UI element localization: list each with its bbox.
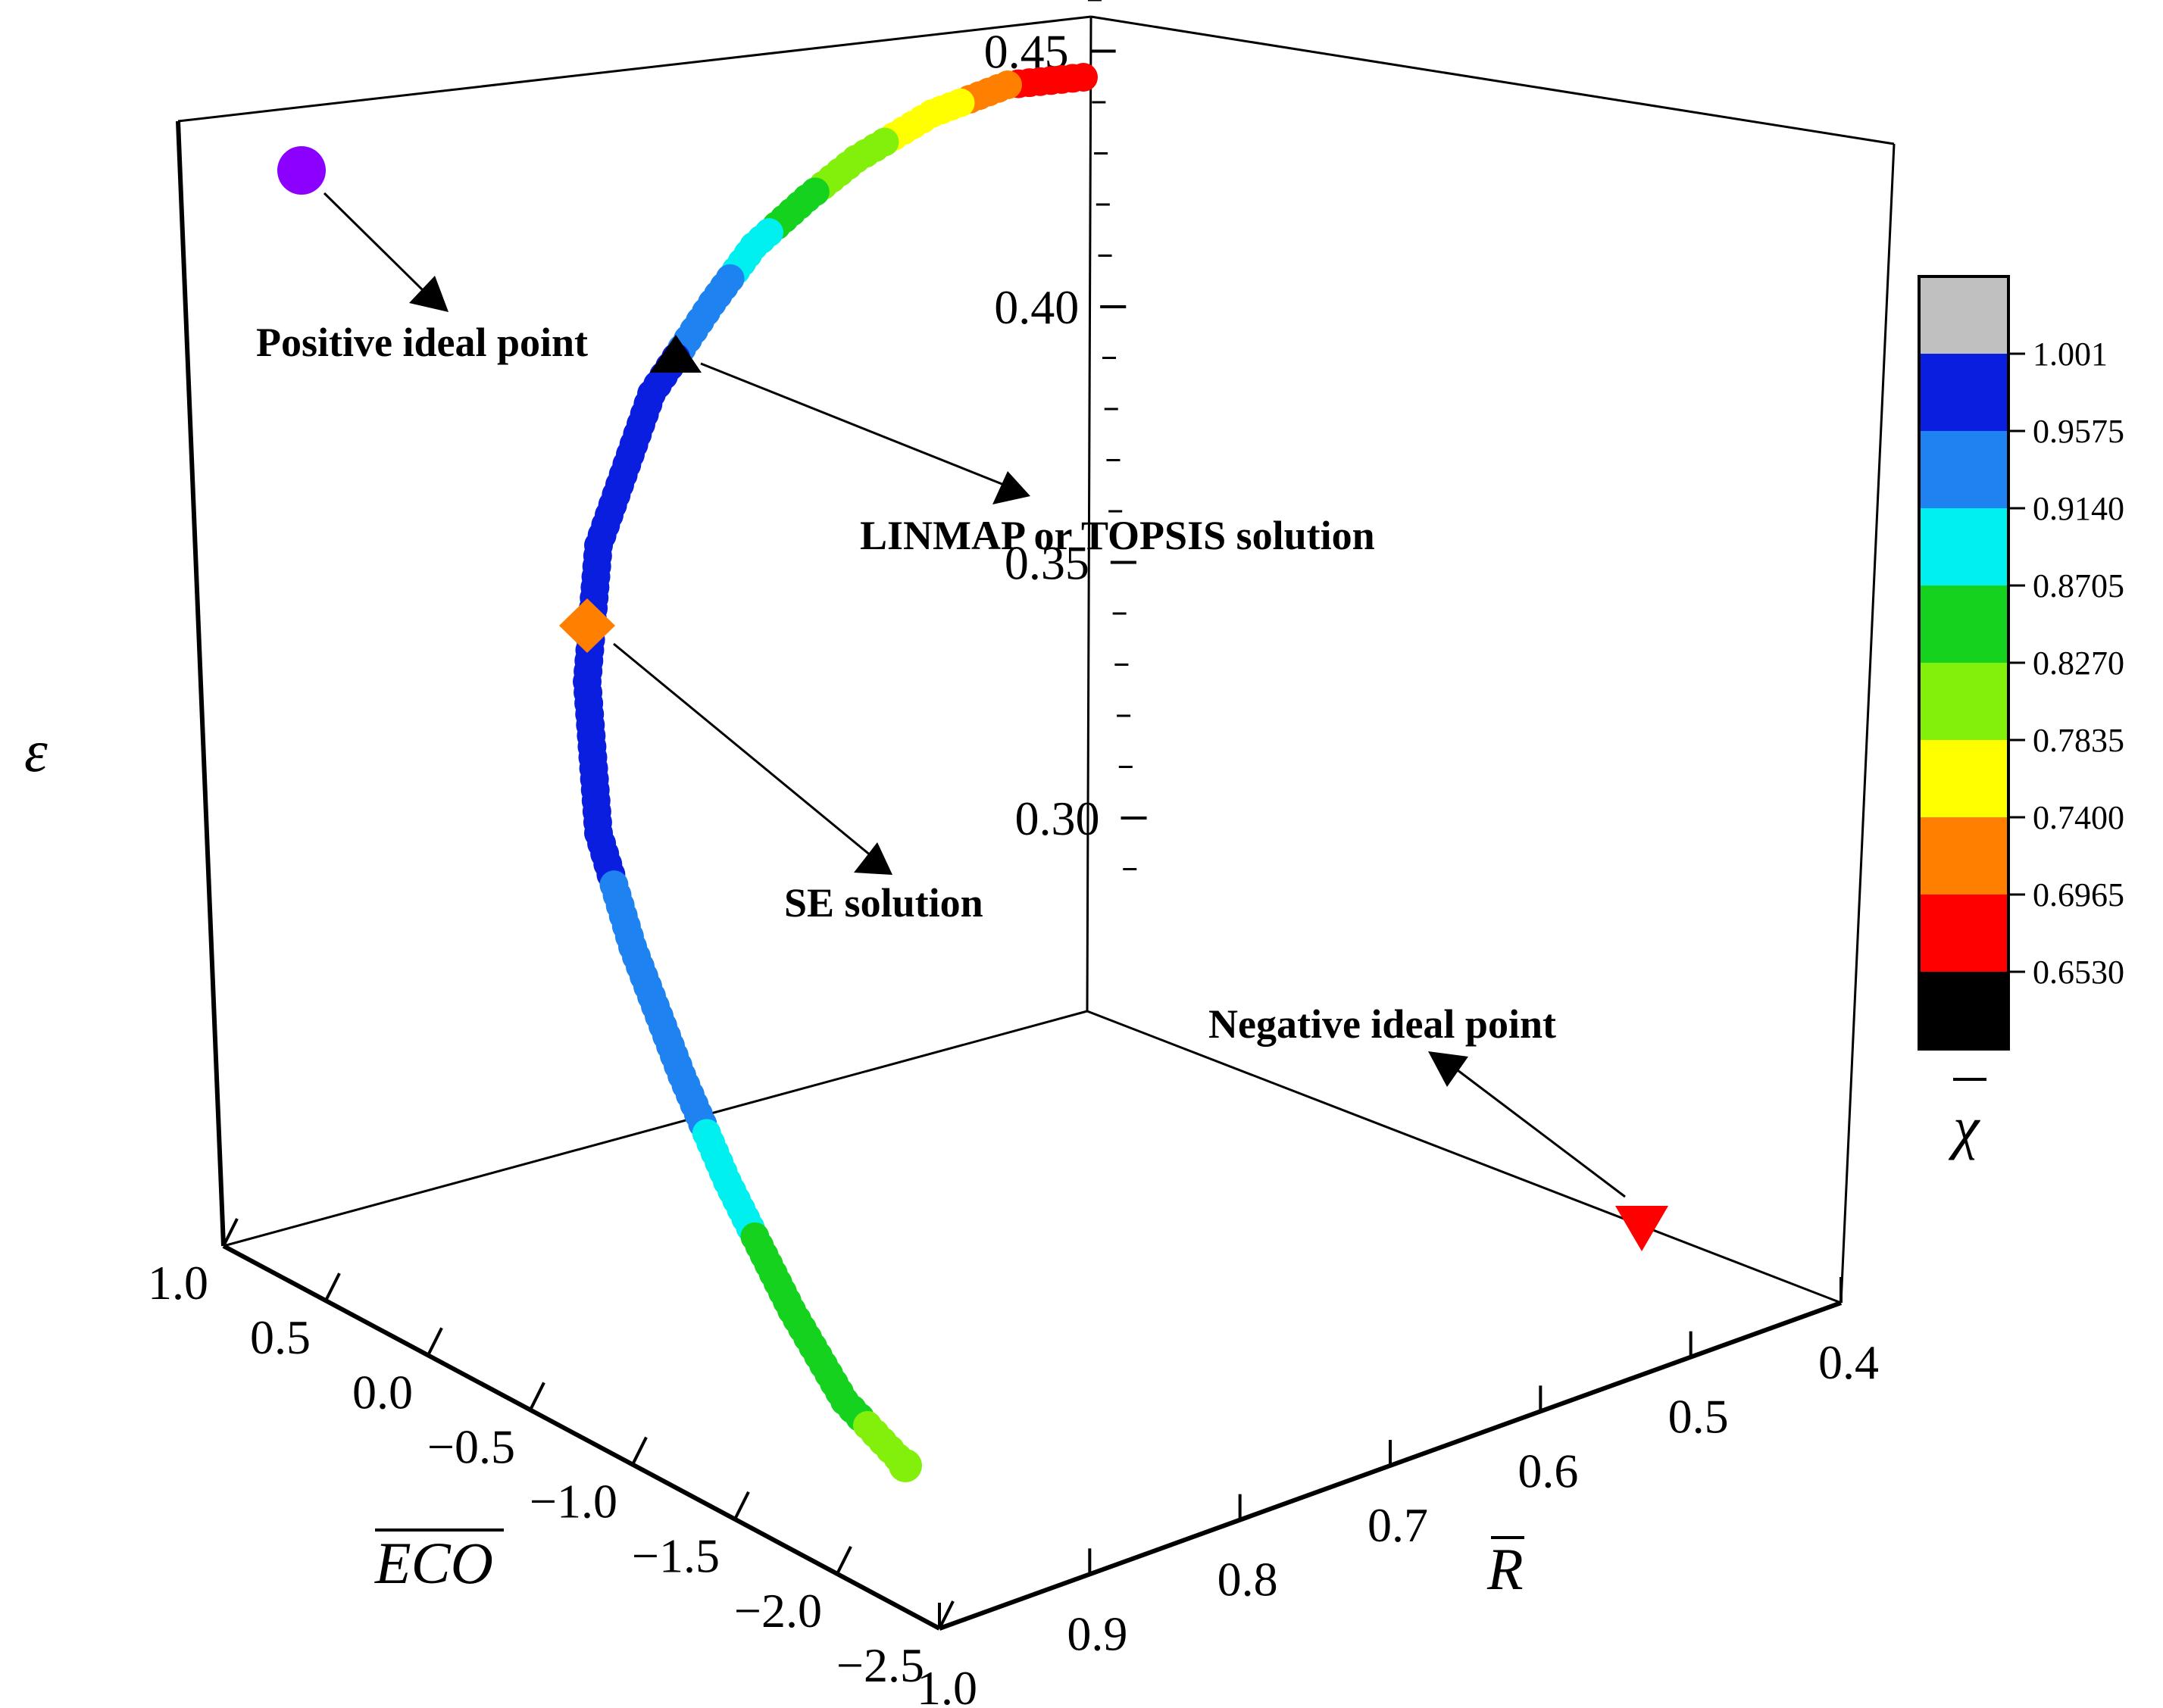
- axis-tick-labels: 1.0 0.5 0.0 −0.5 −1.0 −1.5 −2.0 −2.5 0.4 0.5 0.6 0.…: [148, 25, 1879, 1708]
- y-axis-title: R: [1486, 1536, 1524, 1602]
- x-tick-label: 0.0: [352, 1365, 413, 1419]
- colorbar-tick-label: 0.6965: [2033, 876, 2124, 913]
- se-solution-marker: [559, 598, 615, 653]
- x-axis-title-group: ECO: [374, 1528, 504, 1596]
- annotation-arrowheads: [409, 276, 1468, 1087]
- x-tick-mark: [938, 1600, 955, 1629]
- y-tick-label: 0.7: [1368, 1498, 1428, 1552]
- y-tick-label: 0.5: [1668, 1390, 1729, 1444]
- z-tick-label: 0.40: [994, 280, 1079, 334]
- axis-ticks: [222, 0, 1843, 1629]
- x-tick-mark: [427, 1327, 443, 1357]
- x-axis-title: ECO: [374, 1530, 493, 1596]
- x-tick-label: 1.0: [148, 1256, 208, 1310]
- x-axis-line: [222, 1244, 941, 1631]
- z-axis-line: [176, 120, 226, 1247]
- annotation-linmap-topsis: LINMAP or TOPSIS solution: [860, 513, 1375, 558]
- y-tick-label: 1.0: [917, 1661, 977, 1708]
- x-tick-label: −2.5: [836, 1638, 924, 1692]
- colorbar-tick-label: 0.7400: [2033, 799, 2124, 836]
- colorbar-title-group: χ: [1948, 1078, 1986, 1160]
- colorbar-tick-label: 0.9575: [2033, 413, 2124, 450]
- colorbar-segment: [1919, 354, 2008, 431]
- annotation-se-solution: SE solution: [784, 880, 983, 926]
- x-tick-label: −1.0: [530, 1475, 617, 1528]
- z-tick-label: 0.30: [1015, 792, 1100, 845]
- colorbar-segment: [1919, 740, 2008, 817]
- x-tick-label: −0.5: [427, 1419, 515, 1473]
- x-tick-mark: [631, 1436, 648, 1466]
- colorbar-segment: [1919, 431, 2008, 508]
- colorbar-tick-label: 0.6530: [2033, 954, 2124, 991]
- colorbar-tick-label: 0.7835: [2033, 722, 2124, 759]
- linmap-topsis-marker: [650, 335, 702, 373]
- colorbar-segment: [1919, 895, 2008, 972]
- colorbar-title: χ: [1948, 1094, 1980, 1160]
- y-tick-label: 0.4: [1818, 1335, 1879, 1389]
- z-tick-label: 0.35: [1005, 536, 1089, 590]
- x-tick-mark: [324, 1272, 341, 1302]
- x-tick-mark: [733, 1491, 750, 1520]
- colorbar: 1.001 0.9575 0.9140 0.8705 0.8270 0.7835 0.740…: [1918, 275, 2124, 1051]
- colorbar-tick-label: 0.8270: [2033, 645, 2124, 682]
- colorbar-segment: [1919, 972, 2008, 1049]
- data-point: [889, 1449, 922, 1482]
- x-tick-label: −2.0: [734, 1584, 822, 1638]
- colorbar-segment: [1919, 508, 2008, 585]
- positive-ideal-point-marker: [277, 146, 326, 195]
- data-points: [573, 63, 1098, 1482]
- colorbar-tick-label: 0.9140: [2033, 490, 2124, 527]
- colorbar-segment: [1919, 663, 2008, 740]
- x-tick-label: 0.5: [250, 1310, 311, 1364]
- colorbar-segment: [1919, 585, 2008, 663]
- box-frame: [177, 15, 1896, 1304]
- annotation-positive-ideal: Positive ideal point: [256, 320, 588, 365]
- y-tick-label: 0.9: [1067, 1607, 1127, 1660]
- x-tick-mark: [222, 1218, 239, 1247]
- colorbar-tick-label: 0.8705: [2033, 567, 2124, 604]
- x-tick-mark: [529, 1382, 545, 1411]
- y-axis-title-group: R: [1486, 1536, 1524, 1602]
- z-axis-title: ε: [24, 718, 48, 784]
- y-tick-label: 0.8: [1217, 1553, 1278, 1607]
- negative-ideal-point-marker: [1615, 1206, 1668, 1251]
- x-tick-label: −1.5: [632, 1529, 720, 1583]
- y-tick-label: 0.6: [1518, 1444, 1578, 1497]
- x-tick-mark: [836, 1545, 852, 1575]
- annotation-negative-ideal: Negative ideal point: [1208, 1001, 1556, 1047]
- colorbar-tick-label: 1.001: [2033, 336, 2108, 373]
- colorbar-segment: [1919, 817, 2008, 895]
- colorbar-segment: [1919, 276, 2008, 354]
- annotation-arrows: [323, 192, 1626, 1198]
